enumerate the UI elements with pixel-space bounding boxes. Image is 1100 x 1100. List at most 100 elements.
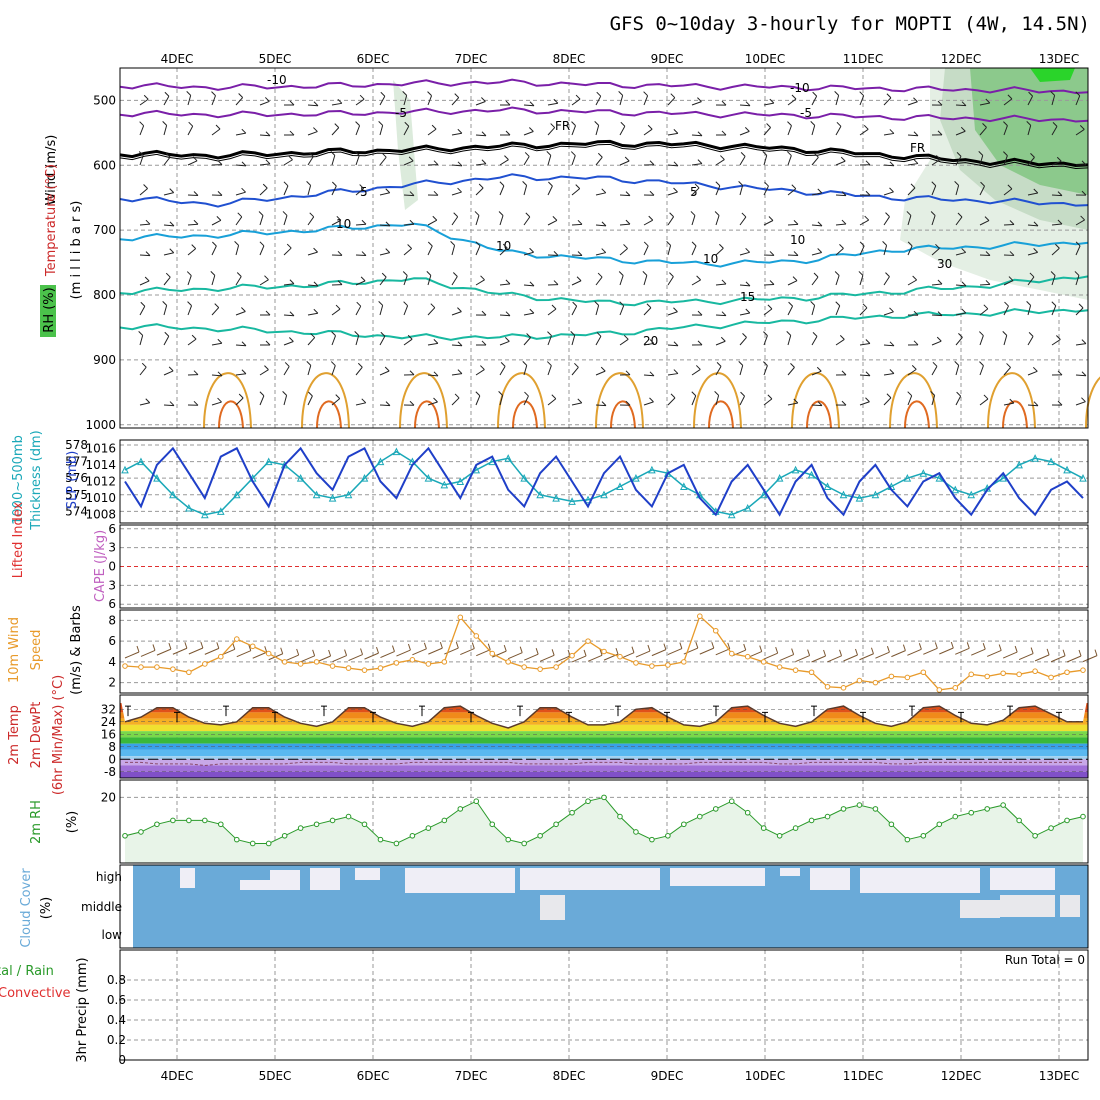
upper-wind-barb-flag: [145, 251, 151, 256]
upper-wind-barb: [475, 245, 481, 256]
wind10-barb-flag: [376, 646, 379, 654]
upper-wind-barb: [571, 188, 581, 196]
upper-wind-barb: [691, 187, 700, 196]
upper-wind-barb-flag: [817, 188, 823, 194]
label-upper-temp: Temperature (°C): [44, 164, 59, 277]
thickness-point: [1031, 454, 1039, 462]
upper-wind-barb: [403, 223, 415, 226]
wind10-barb-flag: [711, 641, 715, 649]
upper-wind-barb-flag: [597, 152, 603, 158]
upper-wind-barb-flag: [187, 301, 192, 307]
slp-line: [124, 446, 1084, 517]
wind10-speed-point: [553, 664, 559, 670]
upper-wind-barb: [787, 98, 797, 106]
upper-wind-barb-flag: [721, 311, 727, 317]
upper-wind-barb-flag: [286, 243, 292, 249]
upper-wind-barb-flag: [426, 271, 432, 276]
upper-wind-barb-flag: [1007, 184, 1013, 190]
upper-wind-barb: [787, 402, 798, 406]
upper-wind-barb-flag: [337, 250, 343, 256]
upper-wind-barb: [475, 134, 487, 137]
rh2m-tick: 20: [101, 790, 116, 804]
wind10-barb-flag: [855, 648, 858, 656]
upper-wind-barb-flag: [553, 98, 559, 104]
upper-wind-barb-flag: [697, 131, 703, 137]
upper-wind-barb-flag: [594, 301, 599, 306]
upper-wind-barb: [931, 314, 943, 317]
upper-wind-barb: [499, 247, 508, 256]
upper-wind-barb: [379, 224, 391, 227]
upper-wind-barb-flag: [762, 151, 768, 156]
contour-label: 5: [690, 185, 698, 199]
upper-wind-barb: [211, 245, 217, 256]
wind10-barb-flag: [280, 647, 284, 654]
rh2m-point: [984, 806, 991, 812]
cloud-level-high: high: [96, 870, 122, 884]
wind10-barb: [252, 651, 267, 659]
upper-wind-barb: [715, 185, 721, 196]
upper-wind-barb: [523, 284, 535, 287]
upper-wind-barb-flag: [889, 161, 895, 167]
upper-wind-barb: [595, 192, 606, 196]
upper-wind-barb: [307, 104, 319, 107]
wind10-barb: [140, 649, 156, 657]
upper-wind-barb: [715, 247, 724, 256]
thickness-point: [280, 460, 289, 469]
upper-wind-barb-flag: [913, 310, 919, 316]
upper-wind-barb: [403, 248, 412, 256]
day-label-top: 8DEC: [553, 52, 586, 66]
wind10-speed-point: [186, 669, 192, 676]
cloud-gap-middle: [1060, 895, 1080, 917]
upper-wind-barb: [475, 187, 484, 196]
thickness-point: [616, 482, 624, 490]
upper-wind-barb: [547, 365, 552, 376]
wind10-barb-flag: [631, 646, 635, 653]
upper-wind-barb-flag: [138, 151, 144, 156]
upper-wind-barb: [979, 335, 984, 346]
upper-wind-barb-flag: [1032, 366, 1038, 372]
upper-wind-barb: [931, 395, 936, 406]
wind10-barb-flag: [839, 649, 843, 656]
upper-wind-barb: [427, 275, 432, 286]
upper-wind-barb: [283, 247, 292, 256]
upper-wind-barb-flag: [457, 341, 463, 347]
upper-wind-barb-flag: [816, 366, 822, 372]
upper-wind-barb: [499, 283, 510, 286]
wind10-speed-point: [760, 659, 767, 665]
upper-wind-barb: [835, 95, 840, 106]
wind10-barb-flag: [727, 642, 731, 650]
upper-wind-barb: [1051, 305, 1057, 316]
upper-wind-barb: [139, 98, 149, 106]
upper-wind-barb: [355, 335, 360, 346]
rh2m-point: [425, 825, 432, 831]
upper-wind-barb-flag: [574, 362, 579, 368]
label-wind10-c: (m/s) & Barbs: [69, 605, 84, 695]
wind10-speed-point: [170, 666, 176, 672]
upper-wind-barb-flag: [1029, 272, 1035, 278]
upper-wind-barb-flag: [265, 159, 271, 165]
upper-wind-barb: [571, 335, 576, 346]
upper-wind-barb: [715, 366, 722, 376]
rh2m-point: [249, 840, 256, 847]
rh2m-point: [297, 825, 304, 831]
lowlevel-contour: [889, 372, 938, 429]
upper-wind-barb-flag: [306, 361, 312, 366]
upper-wind-barb-flag: [738, 180, 743, 186]
upper-wind-barb: [379, 125, 384, 136]
upper-wind-barb: [187, 223, 199, 226]
thickness-point: [1047, 457, 1055, 466]
label-temp2m-b: 2m DewPt: [29, 702, 44, 769]
upper-wind-barb-flag: [767, 394, 773, 400]
chart-title: GFS 0~10day 3-hourly for MOPTI (4W, 14.5…: [610, 13, 1090, 35]
upper-wind-barb: [667, 373, 678, 376]
upper-wind-barb-flag: [551, 304, 557, 310]
upper-wind-barb-flag: [498, 390, 503, 396]
upper-wind-barb-flag: [930, 390, 935, 396]
wind10-speed-point: [441, 659, 448, 665]
upper-wind-barb-flag: [841, 400, 847, 406]
upper-wind-barb: [787, 188, 797, 196]
upper-wind-barb: [331, 102, 342, 106]
day-label-bottom: 11DEC: [843, 1069, 883, 1083]
upper-wind-barb-flag: [457, 307, 462, 312]
cloud-level-low: low: [102, 928, 123, 942]
